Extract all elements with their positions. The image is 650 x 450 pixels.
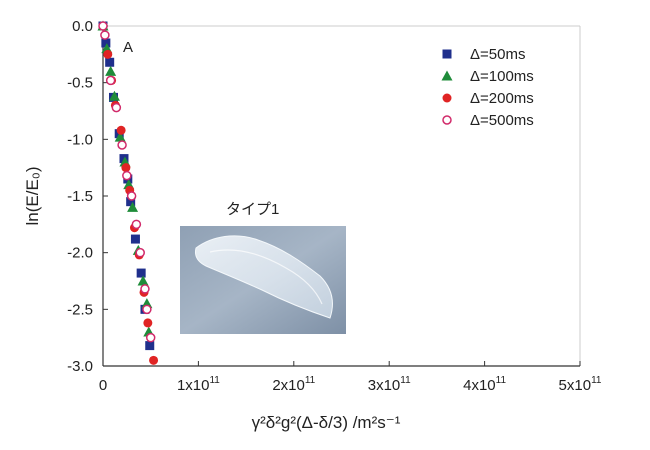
data-point bbox=[117, 140, 127, 150]
y-tick-label: 0.0 bbox=[72, 18, 93, 35]
data-point bbox=[130, 234, 140, 244]
data-point bbox=[136, 268, 146, 278]
y-tick-label: -3.0 bbox=[67, 358, 93, 375]
data-point bbox=[126, 191, 137, 201]
data-point bbox=[116, 125, 126, 135]
data-point bbox=[101, 38, 111, 48]
x-tick-label: 1x1011 bbox=[177, 375, 220, 394]
x-tick-exponent: 11 bbox=[305, 375, 316, 386]
x-tick-label: 0 bbox=[99, 377, 107, 394]
y-tick-label: -2.5 bbox=[67, 301, 93, 318]
data-point bbox=[105, 57, 115, 67]
inset-sheet bbox=[195, 235, 333, 319]
data-point bbox=[145, 341, 155, 351]
data-point bbox=[140, 284, 150, 294]
x-axis-title: γ²δ²g²(Δ-δ/3) /m²s⁻¹ bbox=[252, 413, 401, 432]
y-tick-label: -1.5 bbox=[67, 188, 93, 205]
inset-sheet-fold bbox=[209, 249, 323, 305]
legend-label: Δ=50ms bbox=[470, 46, 525, 63]
legend-marker bbox=[441, 70, 453, 81]
legend-marker bbox=[442, 93, 452, 103]
data-point bbox=[103, 49, 113, 59]
data-point bbox=[142, 304, 152, 315]
x-tick-label: 3x1011 bbox=[368, 375, 411, 394]
data-point bbox=[108, 90, 120, 101]
data-point bbox=[111, 102, 122, 113]
y-axis-title: ln(E/E₀) bbox=[23, 166, 42, 225]
y-tick-label: -1.0 bbox=[67, 131, 93, 148]
panel-label: A bbox=[123, 39, 133, 56]
legend-marker bbox=[442, 49, 452, 59]
x-tick-exponent: 11 bbox=[496, 375, 507, 386]
x-tick-exponent: 11 bbox=[209, 375, 220, 386]
y-axis-ticks: 0.0 -0.5 -1.0 -1.5 -2.0 -2.5 -3.0 bbox=[67, 18, 108, 375]
x-tick-exponent: 11 bbox=[591, 375, 602, 386]
data-point bbox=[105, 65, 117, 76]
series-3 bbox=[98, 21, 156, 343]
legend-label: Δ=200ms bbox=[470, 90, 534, 107]
x-tick-label: 4x1011 bbox=[463, 375, 506, 394]
data-point bbox=[137, 275, 149, 286]
data-point bbox=[131, 219, 142, 230]
inset-photo: タイプ1 bbox=[180, 201, 346, 334]
data-point bbox=[114, 131, 126, 142]
legend-label: Δ=500ms bbox=[470, 112, 534, 129]
data-point bbox=[105, 75, 116, 86]
data-point bbox=[143, 318, 153, 328]
legend: Δ=50ms Δ=100ms Δ=200ms Δ=500ms bbox=[441, 46, 534, 129]
data-point bbox=[149, 355, 159, 365]
y-tick-label: -2.0 bbox=[67, 245, 93, 262]
data-point bbox=[98, 21, 108, 31]
data-point bbox=[121, 163, 131, 173]
y-tick-label: -0.5 bbox=[67, 75, 93, 92]
x-axis-ticks: 0 1x1011 2x1011 3x1011 4x1011 5x1011 bbox=[99, 361, 602, 394]
x-tick-exponent: 11 bbox=[400, 375, 411, 386]
x-tick-label: 2x1011 bbox=[272, 375, 315, 394]
data-point bbox=[127, 201, 139, 212]
legend-marker bbox=[442, 115, 452, 125]
data-point bbox=[122, 170, 132, 181]
x-tick-label: 5x1011 bbox=[559, 375, 602, 394]
data-series bbox=[97, 20, 159, 365]
legend-label: Δ=100ms bbox=[470, 68, 534, 85]
data-point bbox=[126, 197, 136, 207]
data-point bbox=[145, 332, 156, 343]
data-point bbox=[100, 30, 110, 40]
inset-label: タイプ1 bbox=[226, 201, 279, 218]
data-point bbox=[135, 247, 145, 258]
